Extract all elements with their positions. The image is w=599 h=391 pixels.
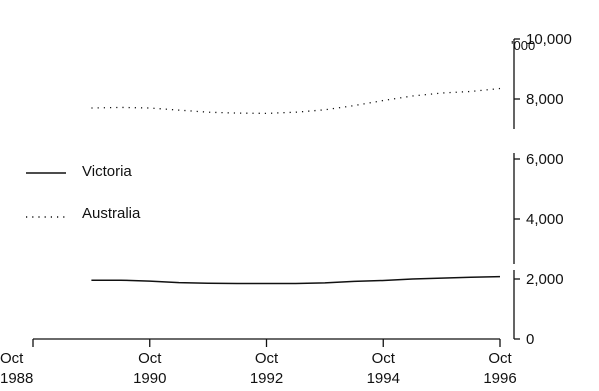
y-tick-label: 0 [526,331,534,348]
y-tick-label: 2,000 [526,271,564,288]
y-tick-label: 4,000 [526,211,564,228]
x-tick-label-year: 1996 [483,370,516,387]
x-tick-label-month: Oct [255,350,279,367]
x-tick-label-year: 1990 [133,370,166,387]
series-line-australia [91,87,501,115]
series-line-victoria [91,275,501,285]
x-tick-label-year: 1992 [250,370,283,387]
x-tick-label-month: Oct [488,350,512,367]
x-tick-label-month: Oct [0,350,24,367]
x-tick-label-year: 1994 [367,370,400,387]
y-tick-label: 8,000 [526,91,564,108]
y-tick-label: 10,000 [526,31,572,48]
y-tick-label: 6,000 [526,151,564,168]
y-axis-unit-label: '000 [511,38,535,53]
x-tick-label-month: Oct [138,350,162,367]
chart-series [91,87,501,285]
chart-axes: Oct 1988 Oct 1990 Oct 1992 Oct 1994 Oct 1996 0 2,00… [0,31,572,387]
legend-label-victoria: Victoria [82,163,132,180]
chart-legend: Victoria Australia [26,163,141,222]
legend-label-australia: Australia [82,205,141,222]
x-tick-label-month: Oct [372,350,396,367]
x-tick-label-year: 1988 [0,370,33,387]
